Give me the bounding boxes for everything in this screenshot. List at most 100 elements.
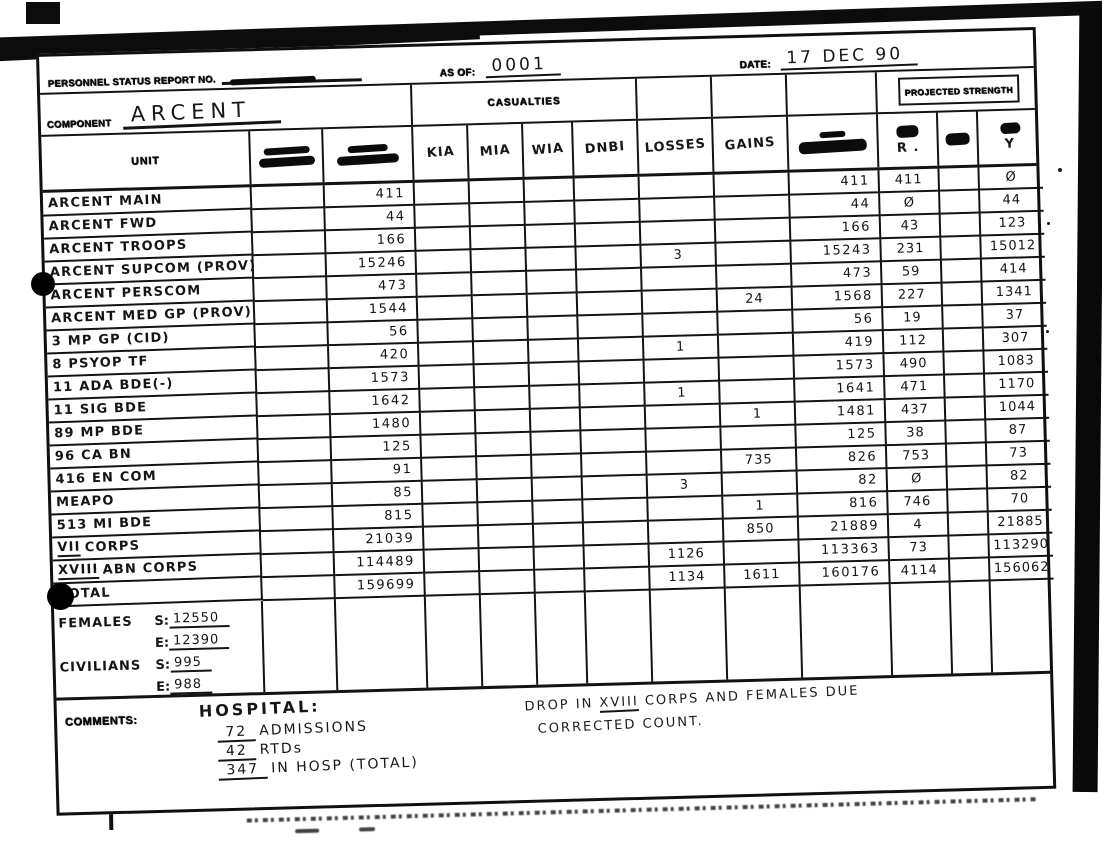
cell-dnbi (581, 429, 648, 455)
cell-dnbi (578, 314, 644, 340)
cell-end: 816 (798, 492, 889, 518)
cell-auth (259, 484, 334, 510)
cell-dnbi (577, 268, 643, 294)
cell-end: 1568 (792, 285, 884, 311)
cell-h48 (945, 397, 987, 422)
cell-mia (469, 179, 526, 205)
cell-end: 1641 (795, 377, 886, 403)
cell-auth (257, 415, 332, 441)
admissions-count: 72 (217, 723, 256, 743)
comments-label: COMMENTS: (64, 714, 138, 729)
rtds-count: 42 (217, 742, 257, 762)
females-label: FEMALES (58, 614, 133, 632)
cell-wia (533, 523, 585, 548)
cell-kia (417, 273, 473, 298)
cell-auth (253, 254, 328, 280)
cell-dnbi (580, 383, 646, 409)
footer-smudge (359, 827, 376, 832)
cell-mia (470, 225, 527, 251)
cell-h24: 437 (885, 398, 947, 424)
cell-start: 125 (331, 435, 423, 462)
cell-end: 113363 (799, 538, 891, 564)
cell-end: 419 (793, 331, 885, 357)
cell-auth (256, 346, 330, 372)
cell-wia (528, 339, 580, 364)
rtds-text: RTDs (259, 740, 304, 759)
civilians-s-value: 995 (169, 654, 213, 673)
cell-dnbi (582, 475, 649, 501)
cell-wia (533, 500, 584, 525)
cell-h24: Ø (880, 191, 941, 217)
col-header-redacted-auth (250, 129, 325, 185)
cell-wia (525, 201, 576, 226)
24hr-annotation: R . (896, 139, 920, 156)
cell-h48 (940, 213, 982, 238)
dnbi-header-label: DNBI (584, 139, 626, 158)
cell-mia (479, 547, 536, 573)
cell-kia (420, 411, 477, 436)
unit-underlined-part: VII (57, 539, 82, 558)
empty-cell (480, 593, 539, 687)
civilians-label: CIVILIANS (59, 658, 142, 676)
cell-mia (472, 271, 528, 297)
cell-dnbi (579, 360, 646, 386)
cell-h48 (940, 190, 981, 215)
in-hosp-text: IN HOSP (TOTAL) (270, 754, 420, 777)
cell-kia (419, 365, 476, 390)
cell-h72: 73 (986, 441, 1051, 467)
cell-h48 (941, 259, 983, 284)
cell-wia (525, 224, 577, 249)
cell-mia (476, 432, 533, 458)
empty-cell (890, 582, 954, 676)
wia-header-label: WIA (531, 140, 565, 159)
cell-losses: 1126 (649, 542, 726, 568)
cell-dnbi (578, 337, 645, 363)
cell-gains (719, 356, 796, 382)
cell-kia (417, 296, 474, 321)
cell-start: 21039 (333, 527, 425, 554)
cell-dnbi (583, 498, 649, 524)
cell-gains: 24 (717, 287, 794, 313)
cell-h48 (946, 443, 988, 468)
cell-dnbi (584, 544, 651, 570)
hole-punch-dot (31, 272, 55, 296)
cell-kia (415, 227, 472, 252)
col-header-72hr: Y (978, 110, 1042, 165)
cell-h48 (948, 512, 990, 537)
empty-cell (535, 592, 589, 685)
empty-banner-cell (636, 76, 713, 119)
col-header-dnbi: DNBI (573, 120, 640, 176)
cell-h72: 87 (986, 418, 1050, 444)
cell-mia (478, 524, 535, 550)
hospital-comment-block: HOSPITAL: 72 ADMISSIONS 42 RTDs 347 IN HOSP… (198, 695, 420, 781)
cell-mia (480, 570, 536, 596)
cell-wia (530, 408, 582, 433)
col-header-mia: MIA (468, 123, 525, 179)
cell-start: 473 (327, 274, 418, 301)
scan-corner-blob (26, 2, 60, 24)
cell-losses: 1 (643, 335, 720, 361)
cell-auth (252, 208, 326, 234)
cell-wia (526, 247, 578, 272)
projected-strength-box: PROJECTED STRENGTH (898, 74, 1020, 106)
cell-h72: 21885 (988, 510, 1053, 536)
cell-dnbi (582, 452, 648, 478)
cell-gains: 1611 (725, 563, 801, 589)
cell-mia (471, 248, 528, 274)
redaction-mark (819, 130, 846, 139)
cell-h24: 490 (884, 352, 946, 378)
cell-kia (416, 250, 473, 275)
cell-gains (718, 333, 795, 359)
cell-h48 (948, 489, 989, 514)
cell-h72: 15012 (981, 234, 1045, 260)
cell-start: 1480 (330, 412, 422, 439)
report-no-label: PERSONNEL STATUS REPORT NO. (47, 74, 216, 90)
cell-start: 1573 (329, 366, 421, 393)
cell-auth (251, 185, 326, 211)
date-group: DATE: 17 DEC 90 (739, 41, 1025, 71)
hospital-title: HOSPITAL: (198, 696, 321, 721)
cell-kia (422, 457, 478, 482)
cell-gains (717, 264, 793, 290)
personnel-status-report-form: PERSONNEL STATUS REPORT NO. AS OF: 0001 … (36, 26, 1061, 834)
empty-cell (650, 588, 729, 682)
